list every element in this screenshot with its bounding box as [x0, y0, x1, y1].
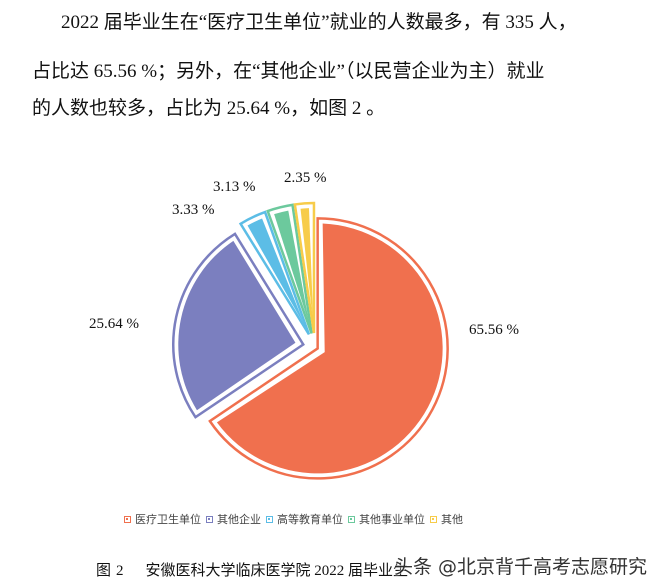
chart-legend: 医疗卫生单位 其他企业 高等教育单位 其他事业单位 其他 [124, 511, 468, 527]
legend-item-other[interactable]: 其他 [430, 511, 463, 527]
legend-item-other-institution[interactable]: 其他事业单位 [348, 511, 425, 527]
slice-higher-education[interactable] [238, 210, 311, 336]
slice-label-higher-education: 3.33 % [172, 202, 215, 218]
paragraph-line-1: 2022 届毕业生在“医疗卫生单位”就业的人数最多，有 335 人， [61, 12, 577, 33]
legend-swatch-icon [124, 515, 131, 523]
slice-medical[interactable] [208, 217, 449, 480]
caption-text: 安徽医科大学临床医学院 2022 届毕业生 [145, 563, 409, 579]
slice-label-other-institution: 3.13 % [213, 179, 256, 195]
slice-label-other: 2.35 % [284, 170, 327, 186]
legend-swatch-icon [348, 515, 355, 523]
legend-item-medical[interactable]: 医疗卫生单位 [124, 511, 201, 527]
slice-other[interactable] [293, 201, 316, 334]
paragraph-line-3: 的人数也较多，占比为 25.64 %，如图 2 。 [32, 98, 386, 119]
legend-item-other-enterprise[interactable]: 其他企业 [206, 511, 261, 527]
paragraph-line-2: 占比达 65.56 %；另外，在“其他企业”（以民营企业为主）就业 [32, 61, 545, 82]
legend-swatch-icon [430, 515, 437, 523]
figure-caption: 图 2 安徽医科大学临床医学院 2022 届毕业生 [96, 559, 408, 580]
legend-swatch-icon [266, 515, 273, 523]
legend-item-higher-education[interactable]: 高等教育单位 [266, 511, 343, 527]
slice-other-enterprise[interactable] [172, 232, 305, 419]
legend-swatch-icon [206, 515, 213, 523]
slice-other-institution[interactable] [266, 203, 313, 334]
watermark: 头条 @北京背千高考志愿研究 [394, 556, 648, 578]
figure-number: 2 [116, 563, 124, 579]
pie-chart [172, 201, 449, 480]
figure-label: 图 [96, 563, 112, 579]
slice-label-other-enterprise: 25.64 % [89, 316, 139, 332]
slice-label-medical: 65.56 % [469, 322, 519, 338]
